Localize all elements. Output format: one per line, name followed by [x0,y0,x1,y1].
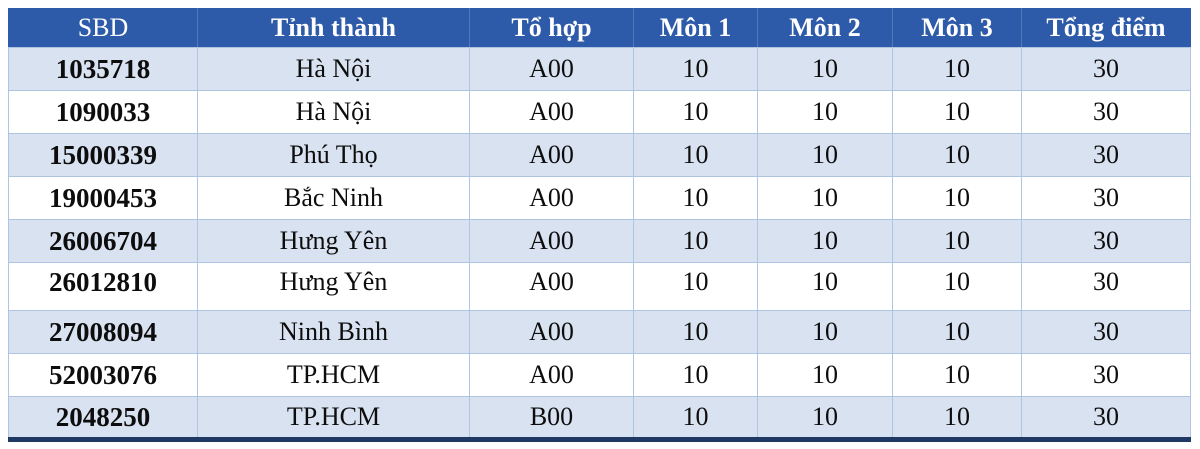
cell-to-hop: A00 [469,310,634,354]
column-header-mon-2: Môn 2 [757,8,893,48]
cell-to-hop: A00 [469,353,634,397]
cell-mon-2: 10 [757,353,893,397]
cell-mon-1: 10 [633,176,758,220]
header-row: SBD Tỉnh thành Tổ hợp Môn 1 Môn 2 Môn 3 Tổng đ… [8,8,1191,48]
cell-mon-2: 10 [757,133,893,177]
exam-scores-table: SBD Tỉnh thành Tổ hợp Môn 1 Môn 2 Môn 3 Tổng đ… [8,8,1191,442]
cell-tong-diem: 30 [1021,396,1191,440]
cell-to-hop: A00 [469,176,634,220]
cell-sbd: 27008094 [8,310,198,354]
table-row: 15000339 Phú Thọ A00 10 10 10 30 [8,133,1191,177]
cell-mon-3: 10 [892,176,1022,220]
cell-mon-1: 10 [633,310,758,354]
cell-tong-diem: 30 [1021,310,1191,354]
cell-tinh-thanh: TP.HCM [197,353,470,397]
cell-mon-3: 10 [892,47,1022,91]
cell-to-hop: A00 [469,219,634,263]
cell-tong-diem: 30 [1021,219,1191,263]
cell-tinh-thanh: Ninh Bình [197,310,470,354]
table-row: 19000453 Bắc Ninh A00 10 10 10 30 [8,176,1191,220]
column-header-tinh-thanh: Tỉnh thành [197,8,470,48]
table-row: 27008094 Ninh Bình A00 10 10 10 30 [8,310,1191,354]
cell-mon-3: 10 [892,133,1022,177]
cell-mon-3: 10 [892,353,1022,397]
column-header-to-hop: Tổ hợp [469,8,634,48]
cell-mon-1: 10 [633,133,758,177]
cell-tong-diem: 30 [1021,133,1191,177]
cell-tinh-thanh: Hưng Yên [197,219,470,263]
table-row: 1035718 Hà Nội A00 10 10 10 30 [8,47,1191,91]
cell-sbd: 1090033 [8,90,198,134]
column-header-tong-diem: Tổng điểm [1021,8,1191,48]
cell-sbd: 26006704 [8,219,198,263]
cell-sbd: 52003076 [8,353,198,397]
cell-tinh-thanh: Hưng Yên [197,262,470,311]
cell-tinh-thanh: Hà Nội [197,47,470,91]
cell-tong-diem: 30 [1021,176,1191,220]
cell-tinh-thanh: Hà Nội [197,90,470,134]
cell-tong-diem: 30 [1021,262,1191,311]
cell-mon-3: 10 [892,90,1022,134]
cell-mon-1: 10 [633,90,758,134]
cell-mon-3: 10 [892,310,1022,354]
cell-sbd: 1035718 [8,47,198,91]
table-row: 2048250 TP.HCM B00 10 10 10 30 [8,396,1191,440]
table-row: 1090033 Hà Nội A00 10 10 10 30 [8,90,1191,134]
cell-to-hop: A00 [469,47,634,91]
cell-mon-3: 10 [892,396,1022,440]
column-header-sbd: SBD [8,8,198,48]
cell-sbd: 26012810 [8,262,198,311]
cell-tong-diem: 30 [1021,90,1191,134]
cell-tinh-thanh: Bắc Ninh [197,176,470,220]
column-header-mon-1: Môn 1 [633,8,758,48]
cell-tong-diem: 30 [1021,47,1191,91]
cell-to-hop: A00 [469,90,634,134]
cell-to-hop: A00 [469,133,634,177]
column-header-mon-3: Môn 3 [892,8,1022,48]
table-row: 26012810 Hưng Yên A00 10 10 10 30 [8,262,1191,311]
cell-to-hop: A00 [469,262,634,311]
cell-mon-2: 10 [757,396,893,440]
cell-sbd: 2048250 [8,396,198,440]
cell-mon-2: 10 [757,176,893,220]
cell-mon-1: 10 [633,219,758,263]
cell-mon-1: 10 [633,396,758,440]
cell-mon-2: 10 [757,262,893,311]
cell-sbd: 19000453 [8,176,198,220]
cell-mon-2: 10 [757,47,893,91]
table-row: 26006704 Hưng Yên A00 10 10 10 30 [8,219,1191,263]
cell-mon-3: 10 [892,219,1022,263]
cell-to-hop: B00 [469,396,634,440]
cell-mon-1: 10 [633,353,758,397]
cell-mon-3: 10 [892,262,1022,311]
cell-tinh-thanh: Phú Thọ [197,133,470,177]
table-body: 1035718 Hà Nội A00 10 10 10 30 1090033 Hà Nội A00… [8,47,1191,440]
cell-mon-2: 10 [757,219,893,263]
cell-mon-1: 10 [633,47,758,91]
cell-tong-diem: 30 [1021,353,1191,397]
cell-mon-2: 10 [757,90,893,134]
table-header: SBD Tỉnh thành Tổ hợp Môn 1 Môn 2 Môn 3 Tổng đ… [8,8,1191,48]
cell-sbd: 15000339 [8,133,198,177]
table-row: 52003076 TP.HCM A00 10 10 10 30 [8,353,1191,397]
cell-mon-2: 10 [757,310,893,354]
cell-tinh-thanh: TP.HCM [197,396,470,440]
cell-mon-1: 10 [633,262,758,311]
